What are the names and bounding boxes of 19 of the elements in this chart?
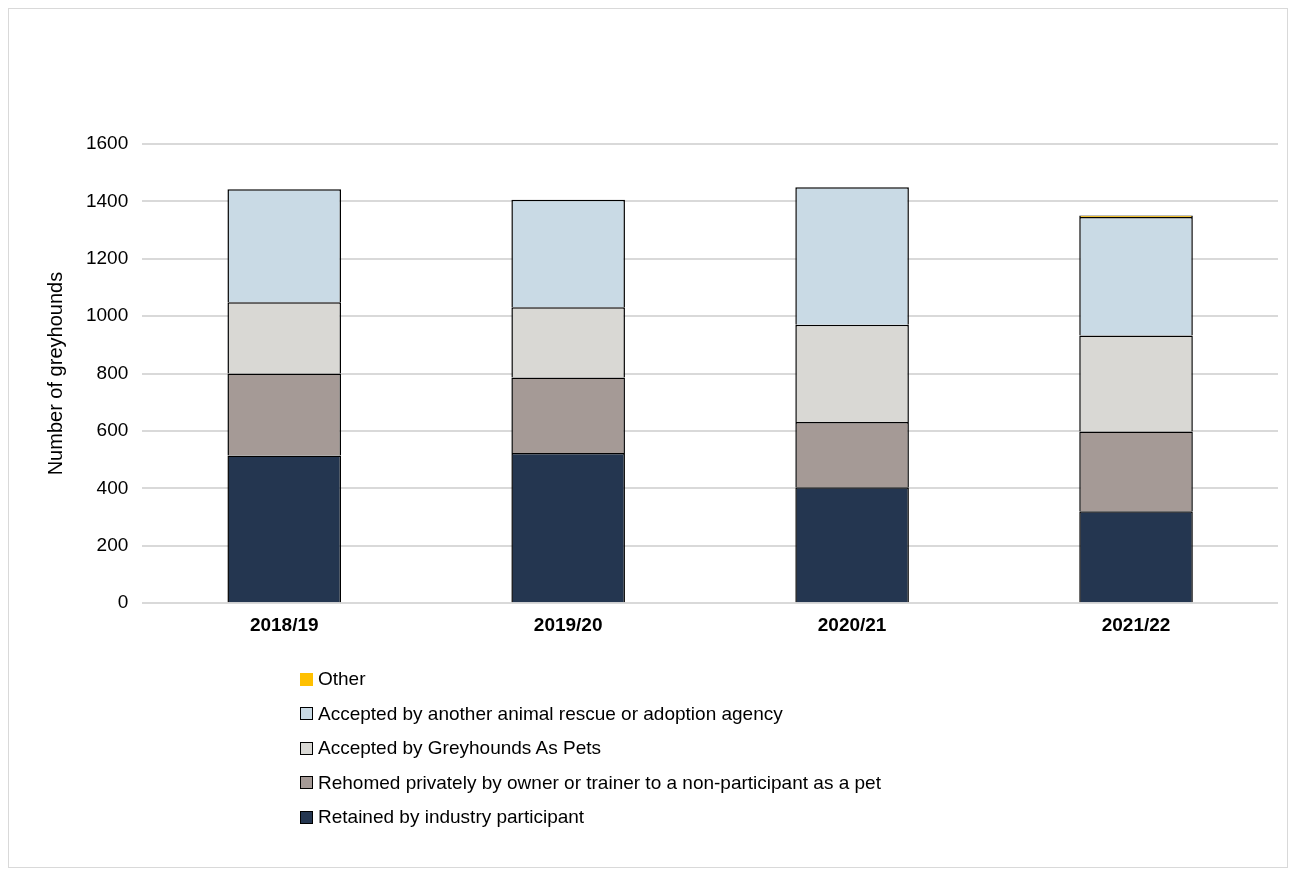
y-tick-label: 1200	[85, 247, 129, 269]
x-tick-label: 2018/19	[249, 613, 319, 635]
y-tick-label: 0	[117, 591, 129, 613]
y-tick-label: 200	[96, 534, 129, 556]
x-tick-label: 2020/21	[817, 613, 887, 635]
y-tick-label: 800	[96, 361, 129, 383]
legend-label: Retained by industry participant	[318, 806, 585, 829]
y-tick-label: 1400	[85, 189, 129, 211]
x-tick-label: 2021/22	[1101, 613, 1171, 635]
legend-label: Other	[318, 668, 366, 691]
y-tick-label: 600	[96, 419, 129, 441]
y-tick-label: 400	[96, 476, 129, 498]
x-tick-label: 2019/20	[533, 613, 603, 635]
y-axis-title: Number of greyhounds	[43, 271, 66, 476]
legend-label: Accepted by Greyhounds As Pets	[318, 737, 602, 760]
legend-label: Accepted by another animal rescue or adoption agency	[318, 702, 783, 725]
y-tick-label: 1600	[85, 132, 129, 154]
y-tick-label: 1000	[85, 304, 129, 326]
legend-label: Rehomed privately by owner or trainer to a non-participant as a pet	[318, 771, 881, 794]
